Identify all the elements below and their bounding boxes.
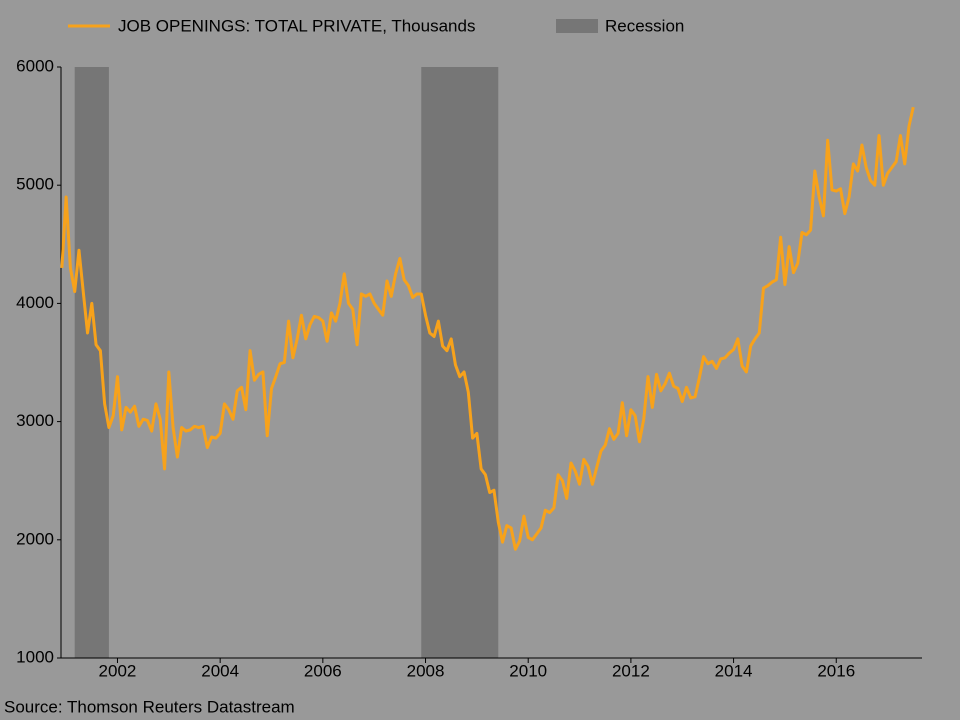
x-tick-label: 2010	[509, 661, 547, 680]
recession-band	[421, 67, 499, 658]
y-tick-label: 3000	[16, 411, 54, 430]
x-tick-label: 2002	[99, 661, 137, 680]
legend-swatch	[556, 19, 598, 33]
y-tick-label: 4000	[16, 293, 54, 312]
y-tick-label: 5000	[16, 175, 54, 194]
x-tick-label: 2008	[407, 661, 445, 680]
x-tick-label: 2012	[612, 661, 650, 680]
y-tick-label: 6000	[16, 56, 54, 75]
x-tick-label: 2014	[715, 661, 753, 680]
data-line	[60, 106, 915, 551]
recession-band	[74, 67, 109, 658]
source-note: Source: Thomson Reuters Datastream	[4, 697, 295, 716]
x-tick-label: 2004	[201, 661, 239, 680]
legend-label: JOB OPENINGS: TOTAL PRIVATE, Thousands	[118, 16, 475, 35]
legend-label: Recession	[605, 16, 684, 35]
x-tick-label: 2006	[304, 661, 342, 680]
y-tick-label: 1000	[16, 647, 54, 666]
y-tick-label: 2000	[16, 529, 54, 548]
x-tick-label: 2016	[817, 661, 855, 680]
